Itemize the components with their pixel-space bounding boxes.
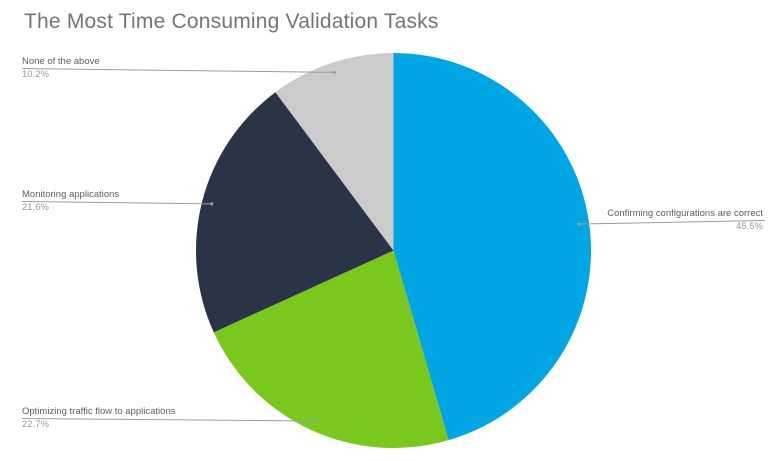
pie-slice[interactable] xyxy=(213,250,449,449)
callout-none-of-the-above: None of the above 10.2% xyxy=(22,55,100,81)
slice-label: None of the above xyxy=(22,56,100,67)
slice-percentage: 10.2% xyxy=(22,69,49,80)
leader-line xyxy=(21,68,335,73)
leader-dot xyxy=(332,70,336,75)
slice-percentage: 45.5% xyxy=(736,221,763,232)
slice-percentage: 22.7% xyxy=(22,419,49,430)
leader-line xyxy=(21,201,212,205)
callout-monitoring-applications: Monitoring applications 21.6% xyxy=(22,188,119,214)
leader-line xyxy=(579,220,766,225)
leader-line xyxy=(21,418,316,422)
callout-optimizing-traffic-flow: Optimizing traffic flow to applications … xyxy=(22,405,175,431)
slice-label: Confirming configurations are correct xyxy=(607,208,763,219)
slice-label: Optimizing traffic flow to applications xyxy=(22,406,176,417)
slice-percentage: 21.6% xyxy=(22,202,49,213)
leader-dot xyxy=(313,419,317,423)
pie-slice[interactable] xyxy=(275,53,394,251)
leader-dot xyxy=(577,222,581,226)
callout-confirming-configurations: Confirming configurations are correct 45… xyxy=(607,207,763,233)
slice-label: Monitoring applications xyxy=(22,189,120,200)
chart-title: The Most Time Consuming Validation Tasks xyxy=(24,10,439,33)
leader-dot xyxy=(210,202,214,206)
pie-slice[interactable] xyxy=(393,53,592,441)
pie-slice[interactable] xyxy=(195,92,394,333)
